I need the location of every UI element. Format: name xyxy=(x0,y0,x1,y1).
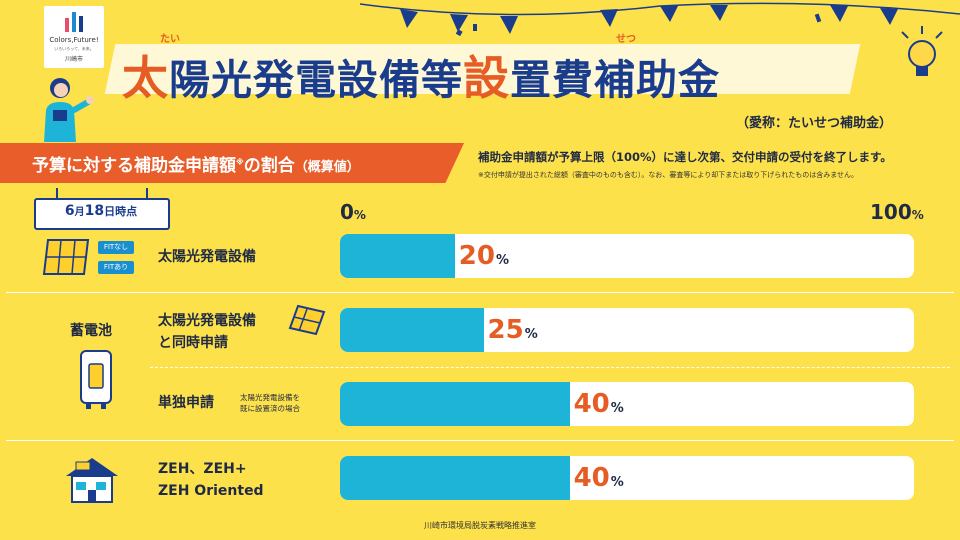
progress-track xyxy=(340,234,914,278)
date-month: 6 xyxy=(64,203,75,219)
percent-unit: % xyxy=(495,253,510,268)
notice-text: 補助金申請額が予算上限（100%）に達し次第、交付申請の受付を終了します。 xyxy=(478,150,892,164)
subtitle-main: 予算に対する補助金申請額 xyxy=(32,156,236,176)
row-sub-note-line-1: 太陽光発電設備を xyxy=(240,393,300,402)
row-label-line-1: ZEH、ZEH+ xyxy=(158,461,247,477)
progress-track xyxy=(340,382,914,426)
solar-panel-icon xyxy=(288,304,326,336)
scale-max-label: 100% xyxy=(870,200,924,224)
logo-city-name: 川崎市 xyxy=(64,56,83,63)
board-string-right xyxy=(146,188,148,198)
date-board xyxy=(34,198,170,230)
progress-track xyxy=(340,308,914,352)
row-label-line-1: 太陽光発電設備 xyxy=(158,313,256,329)
percent-value: 25 xyxy=(487,315,524,345)
bunting-decoration xyxy=(360,2,960,34)
row-label-zeh: ZEH、ZEH+ ZEH Oriented xyxy=(158,458,264,502)
logo-text: Colors,Future! xyxy=(49,36,99,44)
page-title: 太陽光発電設備等設置費補助金 xyxy=(122,42,720,108)
row-label-solar-simultaneous: 太陽光発電設備 と同時申請 xyxy=(158,310,256,354)
board-string-left xyxy=(56,188,58,198)
row-divider xyxy=(6,292,954,293)
battery-group-label: 蓄電池 xyxy=(70,323,112,339)
scale-max-value: 100 xyxy=(870,200,912,224)
confetti-icon xyxy=(814,13,822,23)
progress-fill xyxy=(340,456,570,500)
percent-label: 25% xyxy=(488,315,538,345)
progress-track xyxy=(340,456,914,500)
row-divider-dashed xyxy=(150,367,950,368)
row-label-line-2: と同時申請 xyxy=(158,335,228,351)
battery-icon xyxy=(80,350,112,409)
title-part-3: 設 xyxy=(463,51,510,105)
date-month-suffix: 月 xyxy=(74,207,85,218)
row-sub-note-line-2: 既に設置済の場合 xyxy=(240,404,300,413)
subtitle-banner xyxy=(0,143,464,183)
percent-unit: % xyxy=(610,401,624,416)
footnote-text: ※交付申請が提出された総額（審査中のものも含む）。なお、審査等により却下または取… xyxy=(478,171,859,179)
subtitle-main-2: の割合 xyxy=(243,156,295,176)
row-divider xyxy=(6,440,954,441)
nickname-label: （愛称：たいせつ補助金） xyxy=(736,116,893,131)
row-label-line-2: ZEH Oriented xyxy=(158,483,264,499)
solar-panel-icon xyxy=(42,239,90,275)
date-day-suffix: 日時点 xyxy=(104,205,138,218)
scale-min-value: 0 xyxy=(340,200,354,224)
scale-max-unit: % xyxy=(911,208,924,222)
fit-yes-badge: FITあり xyxy=(98,261,134,274)
title-part-2: 陽光発電設備等 xyxy=(169,56,463,104)
row-label-solar: 太陽光発電設備 xyxy=(158,249,256,265)
scale-min-label: 0% xyxy=(340,200,366,224)
percent-value: 40 xyxy=(573,389,610,419)
percent-value: 40 xyxy=(573,463,610,493)
subtitle-paren: （概算値） xyxy=(294,160,360,175)
scale-min-unit: % xyxy=(353,208,366,222)
as-of-date: 6月18日時点 xyxy=(36,203,166,219)
percent-label: 20% xyxy=(459,241,509,271)
percent-label: 40% xyxy=(574,389,624,419)
subtitle-note-mark: ※ xyxy=(236,157,244,167)
fit-none-badge: FITなし xyxy=(98,241,134,254)
percent-label: 40% xyxy=(574,463,624,493)
title-part-4: 置費補助金 xyxy=(510,56,720,104)
lightbulb-icon xyxy=(901,26,943,76)
footer-credit: 川崎市環境局脱炭素戦略推進室 xyxy=(424,521,536,530)
progress-fill xyxy=(340,308,484,352)
logo-tagline: いろいろって、未来。 xyxy=(54,46,94,51)
house-icon xyxy=(66,458,118,503)
percent-unit: % xyxy=(524,327,538,342)
title-part-1: 太 xyxy=(122,51,169,105)
progress-fill xyxy=(340,234,455,278)
title-ruby-setsu: せつ xyxy=(616,34,636,45)
date-day: 18 xyxy=(84,203,105,219)
progress-fill xyxy=(340,382,570,426)
title-ruby-tai: たい xyxy=(160,34,180,45)
percent-unit: % xyxy=(610,475,624,490)
city-logo: Colors,Future! いろいろって、未来。 川崎市 xyxy=(44,6,104,68)
row-label-standalone: 単独申請 xyxy=(158,395,214,411)
confetti-icon xyxy=(455,24,477,37)
percent-value: 20 xyxy=(458,241,495,271)
person-illustration xyxy=(44,78,94,142)
subtitle-text: 予算に対する補助金申請額※の割合（概算値） xyxy=(32,151,360,176)
row-sub-note: 太陽光発電設備を 既に設置済の場合 xyxy=(240,392,300,414)
